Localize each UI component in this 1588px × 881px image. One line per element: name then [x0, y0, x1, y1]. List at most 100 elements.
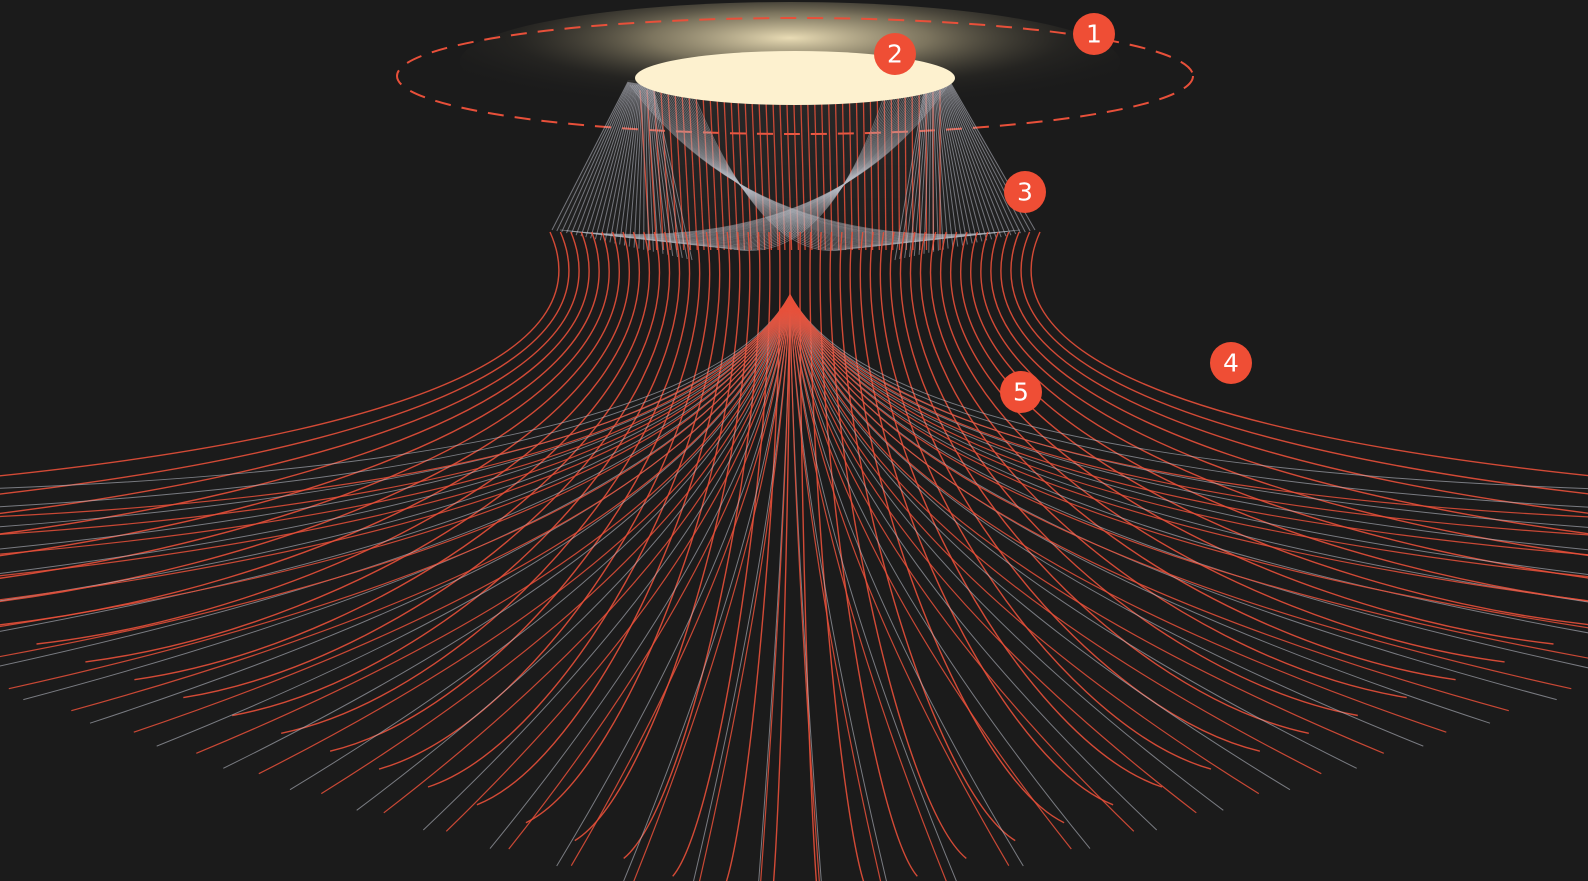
- grey-cross-line: [635, 84, 1002, 237]
- grey-cone-line: [648, 85, 669, 255]
- grey-cone-line: [943, 82, 1002, 238]
- grey-cone-line: [570, 82, 632, 235]
- red-outer-curve: [829, 231, 967, 859]
- red-outer-curve: [929, 231, 1456, 681]
- grey-cone-line: [590, 82, 636, 239]
- red-fan-line: [789, 294, 1588, 629]
- red-outer-curve: [0, 231, 570, 495]
- grey-cross-line: [658, 84, 934, 243]
- grey-cone-line: [904, 85, 928, 258]
- grey-cone-line: [647, 85, 664, 254]
- grey-cone-line: [556, 81, 630, 232]
- grey-cone-line: [643, 84, 645, 250]
- red-outer-curve: [525, 231, 741, 824]
- callout-number-2: 2: [887, 40, 903, 69]
- red-inner-ray: [730, 89, 739, 251]
- grey-cone-line: [940, 83, 988, 241]
- grey-cone-line: [649, 85, 678, 257]
- red-outer-curve: [1030, 231, 1588, 477]
- grey-cone-line: [945, 82, 1012, 236]
- grey-cone-line: [946, 82, 1021, 234]
- grey-cone-line: [918, 85, 930, 255]
- grey-fan-line: [489, 294, 791, 849]
- red-outer-curve: [899, 231, 1309, 734]
- grey-cone-line: [614, 83, 640, 244]
- red-inner-ray: [813, 89, 820, 251]
- callout-badge-1: 1: [1073, 13, 1115, 55]
- red-outer-curve: [183, 231, 671, 699]
- red-inner-ray: [792, 89, 800, 251]
- red-fan-line: [789, 294, 1588, 578]
- grey-cone-line: [941, 83, 993, 240]
- grey-cross-line: [628, 84, 926, 241]
- grey-cross-line: [739, 84, 889, 251]
- grey-cross-line: [715, 84, 897, 249]
- grey-cross-line: [666, 84, 909, 245]
- grey-cone-line: [913, 85, 929, 256]
- grey-cone-line: [909, 85, 929, 257]
- red-fan-line: [789, 294, 1447, 733]
- red-inner-ray: [799, 89, 806, 251]
- grey-fan-line: [422, 294, 791, 831]
- red-fan-line: [698, 294, 791, 881]
- red-outer-curve: [859, 231, 1114, 806]
- grey-cone-line: [928, 84, 932, 253]
- grey-cone-line: [932, 84, 939, 251]
- grey-cross-line: [685, 84, 853, 250]
- red-outer-curve: [849, 231, 1065, 824]
- red-fan-line: [633, 294, 791, 881]
- grey-fan-line: [789, 294, 1158, 831]
- grey-fan-line: [223, 294, 791, 769]
- grey-cross-line: [684, 84, 908, 246]
- grey-cross-line: [733, 84, 891, 251]
- grey-cross-line: [646, 84, 920, 243]
- grey-fan-line: [789, 294, 1091, 849]
- red-fan-line: [0, 294, 791, 577]
- red-inner-ray: [778, 89, 786, 251]
- red-inner-ray: [688, 89, 698, 251]
- lampshade-cone: [552, 80, 1035, 230]
- grey-cross-line: [662, 84, 921, 244]
- grey-cross-line: [683, 84, 859, 250]
- grey-cone-line: [946, 82, 1017, 235]
- grey-cross-line: [640, 84, 922, 242]
- red-outer-curve: [0, 231, 590, 535]
- red-inner-ray: [737, 89, 746, 251]
- grey-cross-line: [727, 84, 893, 250]
- grey-cross-line: [675, 84, 884, 247]
- grey-cone-line: [599, 83, 638, 241]
- light-disc: [635, 51, 955, 105]
- grey-cone-line: [594, 83, 637, 240]
- red-fan-line: [789, 294, 882, 881]
- red-fan-line: [789, 294, 1322, 775]
- red-inner-ray: [904, 89, 907, 251]
- red-fan-line: [508, 294, 791, 850]
- grey-cone-line: [609, 83, 639, 243]
- red-inner-ray: [806, 89, 813, 251]
- grey-cross-line: [721, 84, 895, 250]
- grey-fan-line: [789, 294, 1291, 791]
- red-fan-line: [0, 294, 791, 628]
- red-outer-curve: [0, 231, 630, 626]
- grey-cone-line: [561, 82, 631, 233]
- red-inner-ray: [869, 89, 874, 251]
- grey-cone-line: [623, 84, 642, 246]
- grey-fan-line: [156, 294, 791, 747]
- grey-cone-line: [942, 82, 997, 239]
- red-inner-ray: [890, 89, 894, 251]
- red-fan-line: [789, 294, 1588, 556]
- red-outer-curve: [1020, 231, 1588, 495]
- red-outer-curve: [0, 231, 580, 515]
- fan-lines: [0, 81, 1588, 881]
- grey-fan-line: [789, 294, 1424, 747]
- red-inner-ray: [667, 89, 678, 251]
- red-fan-line: [789, 294, 820, 881]
- red-inner-ray: [820, 89, 826, 251]
- callout-number-4: 4: [1223, 349, 1239, 378]
- callout-badge-4: 4: [1210, 342, 1252, 384]
- red-fan-line: [570, 294, 791, 867]
- red-inner-ray: [771, 89, 779, 251]
- grey-cross-line: [659, 84, 916, 244]
- grey-cone-line: [646, 84, 659, 253]
